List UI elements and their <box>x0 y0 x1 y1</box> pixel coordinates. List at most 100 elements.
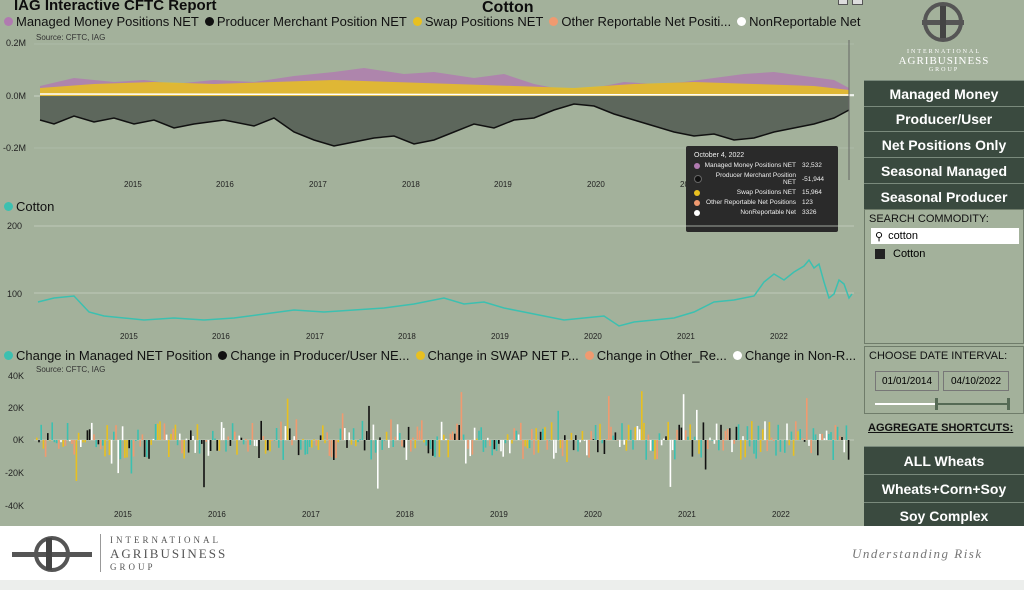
footer-logo-line: INTERNATIONAL <box>110 535 221 545</box>
checkbox-icon <box>875 249 885 259</box>
wheats-corn-soy-button[interactable]: Wheats+Corn+Soy <box>864 474 1024 502</box>
change-bar <box>377 440 379 489</box>
change-bar <box>588 440 590 458</box>
change-bar <box>427 440 430 454</box>
x-tick: 2018 <box>398 332 416 341</box>
change-bar <box>212 430 214 440</box>
legend-dot <box>4 351 13 360</box>
change-bar <box>297 440 300 456</box>
change-bar <box>115 425 117 440</box>
change-bar <box>737 424 740 440</box>
change-bar <box>385 431 388 440</box>
date-slider-handle[interactable] <box>935 398 938 410</box>
search-input[interactable]: ⚲ cotton <box>871 228 1019 244</box>
all-wheats-button[interactable]: ALL Wheats <box>864 446 1024 474</box>
change-bar <box>522 440 524 459</box>
change-bar <box>830 432 832 440</box>
tooltip-row: NonReportable Net 3326 <box>694 209 830 216</box>
logo-line: AGRIBUSINESS <box>898 55 990 67</box>
change-bar <box>416 426 419 440</box>
more-options-icon[interactable] <box>852 0 863 5</box>
change-bar <box>374 440 377 453</box>
change-bar <box>478 430 480 440</box>
seasonal-producer-button[interactable]: Seasonal Producer <box>864 183 1024 209</box>
tooltip-label: Producer Merchant Position NET <box>715 172 796 186</box>
start-date-input[interactable]: 01/01/2014 <box>875 371 939 391</box>
y-tick: 200 <box>6 221 22 231</box>
tooltip-dot <box>694 162 700 169</box>
legend-item[interactable]: Change in Non-R... <box>732 348 856 363</box>
managed-money-button[interactable]: Managed Money <box>864 80 1024 106</box>
change-bar <box>817 440 819 456</box>
change-bar <box>454 433 456 440</box>
legend-item[interactable]: Change in SWAP NET P... <box>415 348 579 363</box>
change-bar <box>608 396 610 440</box>
net-positions-only-button[interactable]: Net Positions Only <box>864 131 1024 157</box>
legend-item[interactable]: Change in Managed NET Position <box>4 348 212 363</box>
change-bar <box>286 398 289 440</box>
change-bar <box>363 440 366 451</box>
soy-complex-button[interactable]: Soy Complex <box>864 502 1024 528</box>
commodity-option[interactable]: Cotton <box>875 248 1023 260</box>
price-chart[interactable] <box>34 222 854 332</box>
tooltip-row: Managed Money Positions NET 32,532 <box>694 162 830 169</box>
change-bar <box>476 438 478 440</box>
change-bar <box>674 440 676 460</box>
legend-item[interactable]: Swap Positions NET <box>412 14 543 29</box>
change-bar <box>47 433 49 440</box>
change-bar <box>599 423 601 440</box>
date-slider-handle[interactable] <box>1007 398 1010 410</box>
change-bar <box>572 440 575 451</box>
change-bar <box>654 440 656 460</box>
change-bar <box>258 440 260 458</box>
change-bar <box>436 436 438 440</box>
change-bar <box>201 440 203 444</box>
positions-chart[interactable] <box>34 40 854 180</box>
x-tick: 2019 <box>490 510 508 519</box>
change-bar <box>445 438 447 440</box>
change-bar <box>77 432 80 440</box>
change-bar <box>346 440 348 448</box>
chart3-xaxis: 2015 2016 2017 2018 2019 2020 2021 2022 <box>34 510 854 520</box>
legend-item[interactable]: NonReportable Net <box>737 14 860 29</box>
change-bar <box>742 436 744 440</box>
legend-item[interactable]: Change in Other_Re... <box>584 348 727 363</box>
change-bar <box>55 440 58 444</box>
chart1-legend: Managed Money Positions NET Producer Mer… <box>4 14 860 29</box>
x-tick: 2020 <box>584 332 602 341</box>
legend-item[interactable]: Cotton <box>4 199 54 214</box>
change-bar <box>634 427 636 440</box>
legend-item[interactable]: Change in Producer/User NE... <box>218 348 410 363</box>
legend-dot <box>732 351 742 360</box>
change-bar <box>40 424 42 440</box>
change-bar <box>810 440 812 454</box>
x-tick: 2016 <box>208 510 226 519</box>
change-bar <box>306 440 309 455</box>
cotton-price-line <box>37 258 853 327</box>
end-date-input[interactable]: 04/10/2022 <box>943 371 1009 391</box>
change-bar <box>652 440 654 452</box>
change-bar <box>484 440 487 448</box>
change-bar <box>432 440 434 456</box>
legend-item[interactable]: Managed Money Positions NET <box>4 14 199 29</box>
x-tick: 2015 <box>114 510 132 519</box>
change-bar <box>423 440 425 443</box>
change-bar <box>678 424 680 440</box>
date-slider-track[interactable] <box>875 403 1009 405</box>
producer-user-button[interactable]: Producer/User <box>864 106 1024 131</box>
legend-dot <box>4 202 13 211</box>
seasonal-managed-button[interactable]: Seasonal Managed <box>864 157 1024 183</box>
change-bar <box>495 440 498 451</box>
changes-chart[interactable] <box>34 374 854 508</box>
change-bar <box>192 436 194 440</box>
focus-mode-icon[interactable] <box>838 0 848 5</box>
legend-item[interactable]: Other Reportable Net Positi... <box>549 14 731 29</box>
y-tick: -40K <box>4 501 24 511</box>
change-bar <box>731 440 733 453</box>
change-bar <box>271 440 273 441</box>
change-bar <box>425 440 427 446</box>
change-bar <box>38 440 40 443</box>
legend-item[interactable]: Producer Merchant Position NET <box>204 14 407 29</box>
change-bar <box>128 440 130 449</box>
producer-area <box>40 96 849 146</box>
